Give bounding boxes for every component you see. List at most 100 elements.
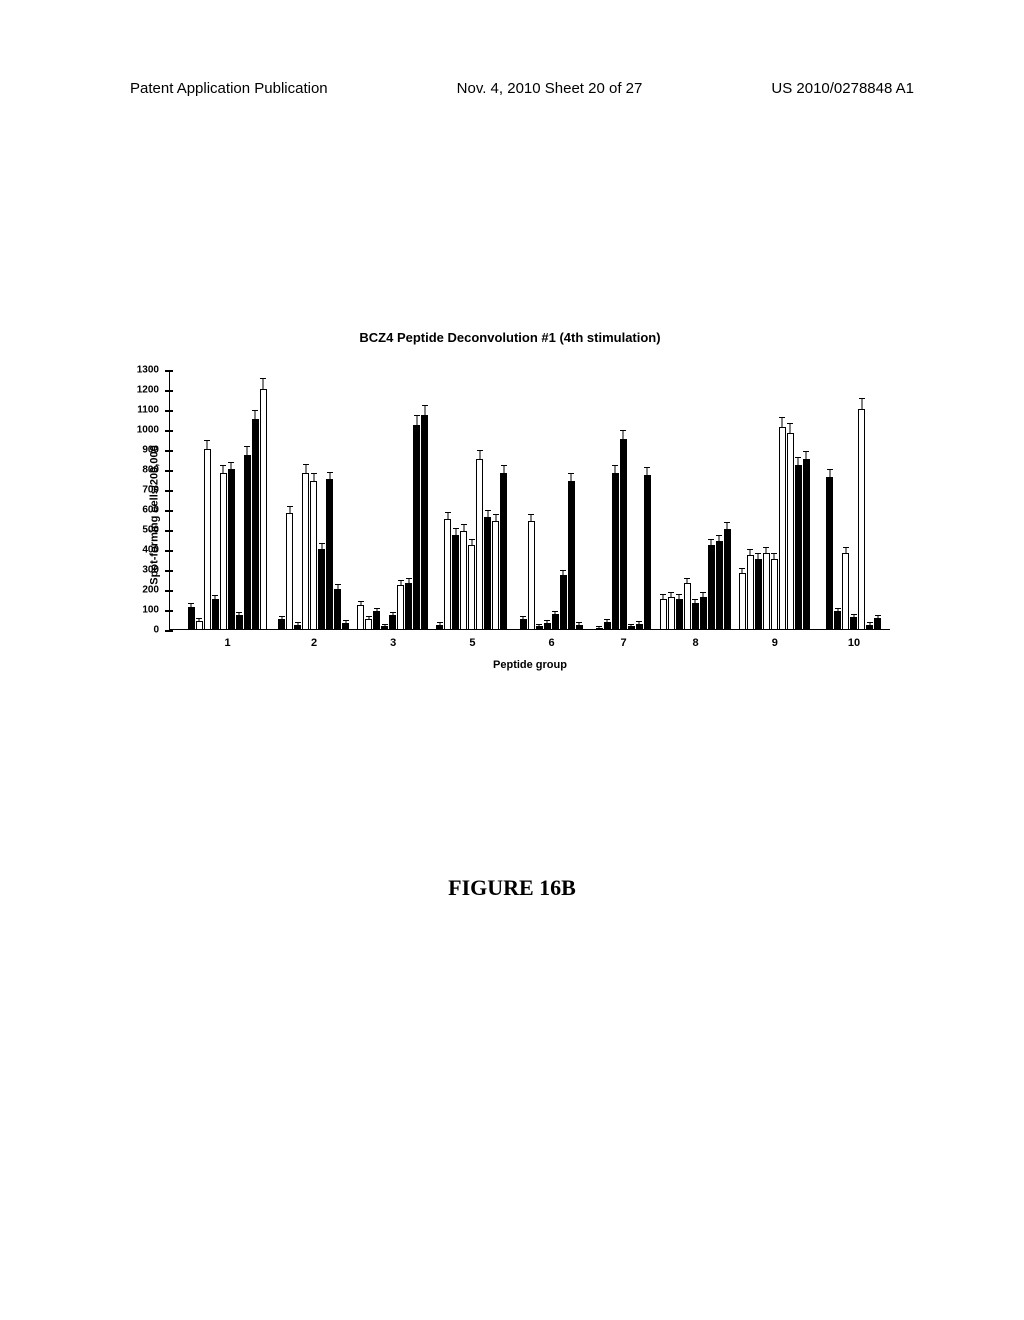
error-cap — [803, 451, 809, 452]
error-bar — [424, 406, 425, 415]
error-cap — [528, 514, 534, 515]
error-bar — [750, 550, 751, 555]
error-bar — [579, 623, 580, 625]
y-tick-label: 900 — [142, 445, 159, 456]
error-cap — [843, 547, 849, 548]
bar-fill — [252, 419, 259, 629]
bar-fill — [858, 409, 865, 629]
error-cap — [461, 524, 467, 525]
bar-fill — [826, 477, 833, 629]
error-cap — [303, 464, 309, 465]
error-cap — [422, 405, 428, 406]
bar-fill — [220, 473, 227, 629]
bar — [834, 611, 841, 629]
bar — [763, 553, 770, 629]
bar — [318, 549, 325, 629]
error-bar — [400, 581, 401, 585]
error-bar — [329, 473, 330, 479]
bar-fill — [636, 624, 643, 629]
error-bar — [455, 529, 456, 535]
y-tick-label: 500 — [142, 525, 159, 536]
error-cap — [212, 595, 218, 596]
bar-fill — [244, 455, 251, 629]
bar — [536, 626, 543, 629]
y-tick-label: 700 — [142, 485, 159, 496]
error-bar — [623, 431, 624, 439]
y-tick-label: 1100 — [137, 405, 159, 416]
error-cap — [692, 599, 698, 600]
error-cap — [493, 514, 499, 515]
bar — [803, 459, 810, 629]
bar — [636, 624, 643, 629]
bar — [620, 439, 627, 629]
y-tick-label: 200 — [142, 585, 159, 596]
bar — [334, 589, 341, 629]
bar — [373, 611, 380, 629]
error-bar — [766, 548, 767, 553]
error-bar — [487, 511, 488, 517]
bar-fill — [444, 519, 451, 629]
bar — [212, 599, 219, 629]
bar-fill — [413, 425, 420, 629]
bar — [244, 455, 251, 629]
bar — [692, 603, 699, 629]
error-bar — [539, 625, 540, 626]
bar-fill — [476, 459, 483, 629]
bar — [413, 425, 420, 629]
error-bar — [231, 463, 232, 469]
error-cap — [236, 612, 242, 613]
bar — [357, 605, 364, 629]
error-bar — [313, 474, 314, 481]
bar-fill — [484, 517, 491, 629]
error-cap — [779, 417, 785, 418]
bar — [196, 621, 203, 629]
error-cap — [204, 440, 210, 441]
error-bar — [563, 571, 564, 575]
bar-fill — [576, 625, 583, 629]
error-cap — [485, 510, 491, 511]
bar-fill — [228, 469, 235, 629]
bar — [842, 553, 849, 629]
error-cap — [604, 619, 610, 620]
bar-group — [596, 439, 651, 629]
error-cap — [453, 528, 459, 529]
error-cap — [620, 430, 626, 431]
error-cap — [536, 624, 542, 625]
bar-fill — [866, 625, 873, 629]
x-axis-label: Peptide group — [493, 659, 567, 671]
bar-fill — [874, 618, 881, 629]
error-bar — [281, 617, 282, 619]
y-tick-label: 400 — [142, 545, 159, 556]
y-tick-label: 1200 — [137, 385, 159, 396]
bar — [204, 449, 211, 629]
error-bar — [503, 466, 504, 473]
error-bar — [639, 622, 640, 624]
error-cap — [851, 614, 857, 615]
bar — [668, 597, 675, 629]
bar-fill — [468, 545, 475, 629]
bar — [220, 473, 227, 629]
bar-fill — [779, 427, 786, 629]
bar — [228, 469, 235, 629]
chart-title: BCZ4 Peptide Deconvolution #1 (4th stimu… — [130, 330, 890, 345]
bar-fill — [560, 575, 567, 629]
bar — [724, 529, 731, 629]
error-cap — [244, 446, 250, 447]
bar — [596, 628, 603, 629]
bar — [739, 573, 746, 629]
bar-fill — [850, 617, 857, 629]
bar-fill — [842, 553, 849, 629]
header-left: Patent Application Publication — [130, 80, 328, 97]
error-bar — [719, 536, 720, 541]
error-cap — [568, 473, 574, 474]
error-cap — [335, 584, 341, 585]
error-bar — [703, 593, 704, 597]
bar-fill — [520, 619, 527, 629]
error-bar — [439, 623, 440, 625]
error-cap — [827, 469, 833, 470]
error-cap — [755, 553, 761, 554]
error-bar — [376, 609, 377, 611]
bar-fill — [739, 573, 746, 629]
bar — [528, 521, 535, 629]
error-cap — [398, 580, 404, 581]
